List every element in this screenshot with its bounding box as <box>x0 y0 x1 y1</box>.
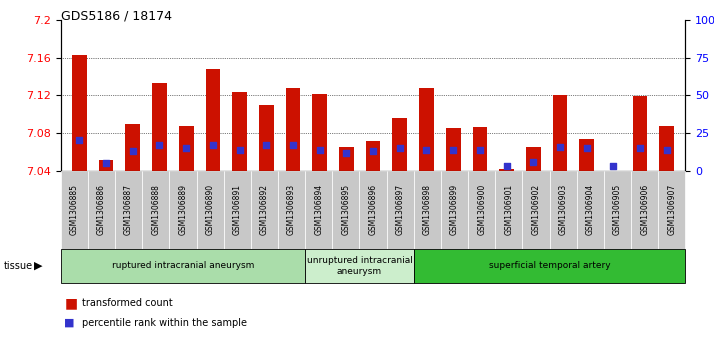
Bar <box>660 126 674 171</box>
Point <box>74 138 85 143</box>
Text: percentile rank within the sample: percentile rank within the sample <box>82 318 247 328</box>
Bar <box>286 88 301 171</box>
Bar <box>366 142 381 171</box>
Text: GSM1306889: GSM1306889 <box>178 184 187 235</box>
Text: superficial temporal artery: superficial temporal artery <box>489 261 610 270</box>
Point <box>501 163 512 169</box>
Text: GSM1306899: GSM1306899 <box>450 184 459 235</box>
Bar <box>99 160 114 171</box>
Text: GSM1306890: GSM1306890 <box>206 184 215 235</box>
Text: GSM1306902: GSM1306902 <box>531 184 540 235</box>
Point <box>287 142 298 148</box>
Text: GSM1306888: GSM1306888 <box>151 184 160 235</box>
Text: ruptured intracranial aneurysm: ruptured intracranial aneurysm <box>111 261 254 270</box>
Point <box>154 142 165 148</box>
Point <box>261 142 272 148</box>
Text: unruptured intracranial
aneurysm: unruptured intracranial aneurysm <box>306 256 413 276</box>
Point <box>421 147 432 152</box>
Point <box>661 147 673 152</box>
Text: GSM1306904: GSM1306904 <box>586 184 595 235</box>
Text: GSM1306886: GSM1306886 <box>97 184 106 235</box>
Point <box>581 145 593 151</box>
Text: GSM1306906: GSM1306906 <box>640 184 649 235</box>
Bar <box>312 94 327 171</box>
Point <box>207 142 218 148</box>
Text: GSM1306885: GSM1306885 <box>70 184 79 235</box>
Point <box>101 160 112 166</box>
Bar <box>473 127 487 171</box>
Text: GSM1306887: GSM1306887 <box>124 184 133 235</box>
Text: ■: ■ <box>64 296 77 310</box>
Bar <box>232 93 247 171</box>
Text: GSM1306891: GSM1306891 <box>233 184 242 235</box>
Bar <box>259 105 273 171</box>
Point <box>448 147 459 152</box>
Bar <box>553 95 568 171</box>
Text: ▶: ▶ <box>34 261 43 271</box>
Text: transformed count: transformed count <box>82 298 173 308</box>
Bar <box>206 69 220 171</box>
Text: GDS5186 / 18174: GDS5186 / 18174 <box>61 9 171 22</box>
Bar <box>526 147 540 171</box>
Point <box>127 148 139 154</box>
Point <box>367 148 378 154</box>
Point <box>181 145 192 151</box>
Text: GSM1306897: GSM1306897 <box>396 184 405 235</box>
Text: GSM1306892: GSM1306892 <box>260 184 269 235</box>
Bar <box>339 147 353 171</box>
Text: GSM1306893: GSM1306893 <box>287 184 296 235</box>
Text: GSM1306896: GSM1306896 <box>368 184 378 235</box>
Point <box>394 145 406 151</box>
Bar <box>126 123 140 171</box>
Text: GSM1306894: GSM1306894 <box>314 184 323 235</box>
Text: GSM1306900: GSM1306900 <box>477 184 486 235</box>
Point <box>341 150 352 155</box>
Bar <box>72 55 86 171</box>
Bar <box>393 118 407 171</box>
Point <box>314 147 326 152</box>
Text: GSM1306905: GSM1306905 <box>613 184 622 235</box>
Point <box>554 144 565 150</box>
Bar <box>152 83 167 171</box>
Point <box>234 147 246 152</box>
Point <box>634 145 645 151</box>
Text: tissue: tissue <box>4 261 33 271</box>
Text: GSM1306901: GSM1306901 <box>504 184 513 235</box>
Bar <box>499 169 514 171</box>
Bar <box>446 128 461 171</box>
Bar <box>178 126 193 171</box>
Text: GSM1306907: GSM1306907 <box>668 184 676 235</box>
Point <box>608 163 619 169</box>
Bar <box>579 139 594 171</box>
Text: GSM1306903: GSM1306903 <box>559 184 568 235</box>
Point <box>474 147 486 152</box>
Text: GSM1306898: GSM1306898 <box>423 184 432 235</box>
Text: GSM1306895: GSM1306895 <box>341 184 351 235</box>
Bar <box>419 88 434 171</box>
Bar <box>633 96 648 171</box>
Point <box>528 159 539 164</box>
Text: ■: ■ <box>64 318 75 328</box>
